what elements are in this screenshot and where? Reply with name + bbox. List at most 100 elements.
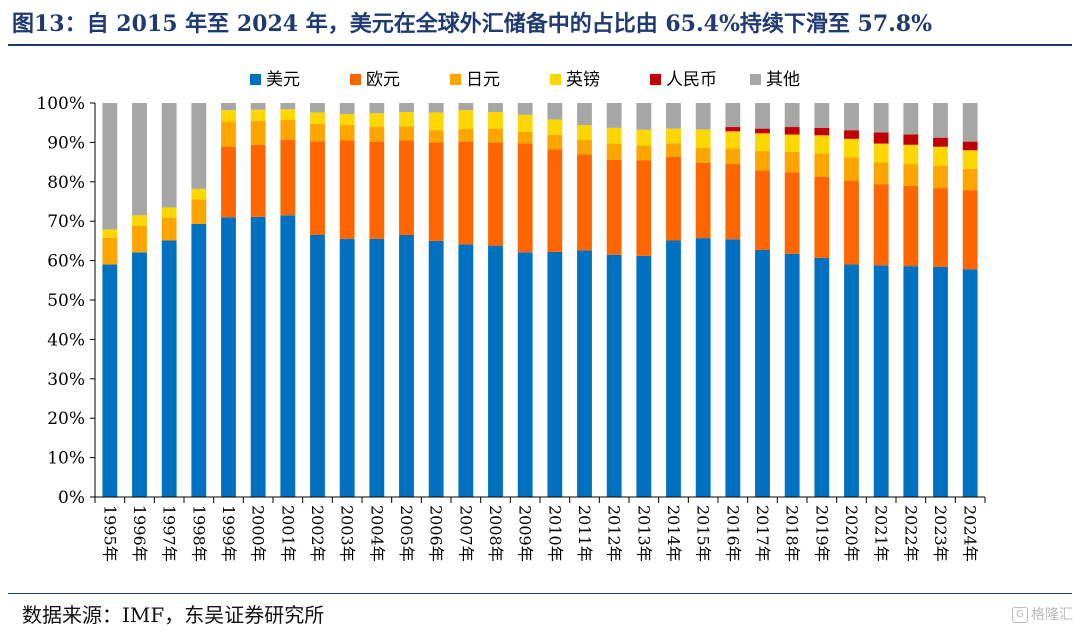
bar-segment <box>488 142 503 246</box>
bar-segment <box>517 131 533 144</box>
chart-legend: 美元 欧元 日元 英镑 人民币 其他 <box>250 70 800 90</box>
bar-segment <box>962 269 978 497</box>
bar-segment <box>695 162 711 239</box>
bar-segment <box>903 185 919 267</box>
bar-segment <box>755 103 770 129</box>
bar-segment <box>725 164 741 240</box>
bar-segment <box>636 129 652 146</box>
bar-segment <box>488 112 503 129</box>
bar-segment <box>577 125 592 141</box>
bar-segment <box>488 245 503 497</box>
bar-segment <box>844 130 859 139</box>
bar-segment <box>962 141 978 151</box>
bar-segment <box>428 142 444 241</box>
bar-segment <box>339 114 355 126</box>
bar-segment <box>547 119 563 135</box>
y-tick-label: 100% <box>36 94 85 114</box>
bar-segment <box>903 134 919 145</box>
legend-label: 其他 <box>766 70 800 90</box>
x-tick-label: 2004年 <box>367 505 386 562</box>
bar-segment <box>369 126 385 142</box>
x-tick-label: 2016年 <box>723 505 742 562</box>
bar-segment <box>221 121 236 147</box>
bar-segment <box>488 103 503 113</box>
bar-segment <box>666 103 681 129</box>
bar-segment <box>280 109 296 120</box>
data-source: 数据来源：IMF，东吴证券研究所 <box>22 603 325 627</box>
bar-segment <box>695 103 711 130</box>
bar-segment <box>725 131 741 149</box>
bar-segment <box>221 103 236 111</box>
bar-segment <box>221 146 236 218</box>
bar-segment <box>933 165 948 189</box>
bar-segment <box>606 143 622 160</box>
bar-segment <box>517 114 533 132</box>
bar-segment <box>666 156 681 241</box>
bar-segment <box>161 240 177 497</box>
bar-segment <box>784 253 800 497</box>
bar-segment <box>962 150 978 169</box>
bar-segment <box>784 127 800 135</box>
bar-segment <box>458 110 474 129</box>
bar-segment <box>428 240 444 497</box>
bar-segment <box>784 134 800 152</box>
bar-segment <box>458 141 474 245</box>
bar-segment <box>933 137 948 147</box>
bar-segment <box>725 103 741 128</box>
bar-segment <box>517 143 533 253</box>
bar-segment <box>369 238 385 497</box>
bar-segment <box>250 216 266 497</box>
bar-segment <box>280 215 296 498</box>
bar-segment <box>310 123 325 142</box>
x-tick-label: 2009年 <box>516 505 535 562</box>
bar-segment <box>221 217 236 497</box>
bar-segment <box>755 151 770 171</box>
bar-segment <box>725 127 741 132</box>
bar-segment <box>458 129 474 142</box>
bar-segment <box>725 148 741 165</box>
bar-segment <box>310 103 325 113</box>
bar-segment <box>606 159 622 255</box>
watermark: G 格隆汇 <box>1012 606 1073 624</box>
bar-segment <box>547 103 563 120</box>
bar-segment <box>310 234 325 498</box>
bar-segment <box>191 188 207 200</box>
bar-segment <box>399 140 414 235</box>
bar-segment <box>191 199 207 224</box>
y-tick-label: 0% <box>58 488 85 508</box>
y-tick-label: 50% <box>47 291 85 311</box>
bar-segment <box>191 223 207 497</box>
legend-label: 英镑 <box>566 70 600 90</box>
x-tick-label: 2022年 <box>901 505 920 562</box>
bar-segment <box>132 225 147 253</box>
bar-segment <box>844 138 859 158</box>
bar-segment <box>695 129 711 148</box>
bar-segment <box>666 128 681 144</box>
x-tick-label: 2014年 <box>664 505 683 562</box>
bar-segment <box>102 229 118 238</box>
bar-segment <box>221 110 236 122</box>
bar-segment <box>962 103 978 142</box>
bar-segment <box>369 141 385 239</box>
legend-swatch <box>650 74 661 85</box>
bar-segment <box>695 147 711 163</box>
legend-swatch <box>350 74 361 85</box>
bar-segment <box>280 103 296 110</box>
bar-segment <box>636 255 652 497</box>
x-tick-label: 1996年 <box>130 505 149 562</box>
bar-segment <box>102 264 118 497</box>
bar-segment <box>903 266 919 497</box>
bar-segment <box>962 190 978 270</box>
bar-segment <box>873 184 889 266</box>
bar-segment <box>725 239 741 497</box>
y-axis: 0% 10% 20% 30% 40% 50% 60% 70% 80% 90% 100% <box>36 94 96 508</box>
bar-segment <box>606 127 622 144</box>
bar-segment <box>577 154 592 251</box>
x-tick-label: 2018年 <box>783 505 802 562</box>
legend-label: 人民币 <box>666 70 717 90</box>
bar-segment <box>903 164 919 186</box>
x-tick-label: 1999年 <box>219 505 238 562</box>
x-tick-label: 2019年 <box>812 505 831 562</box>
x-tick-label: 1998年 <box>189 505 208 562</box>
title-rule <box>8 44 1072 46</box>
